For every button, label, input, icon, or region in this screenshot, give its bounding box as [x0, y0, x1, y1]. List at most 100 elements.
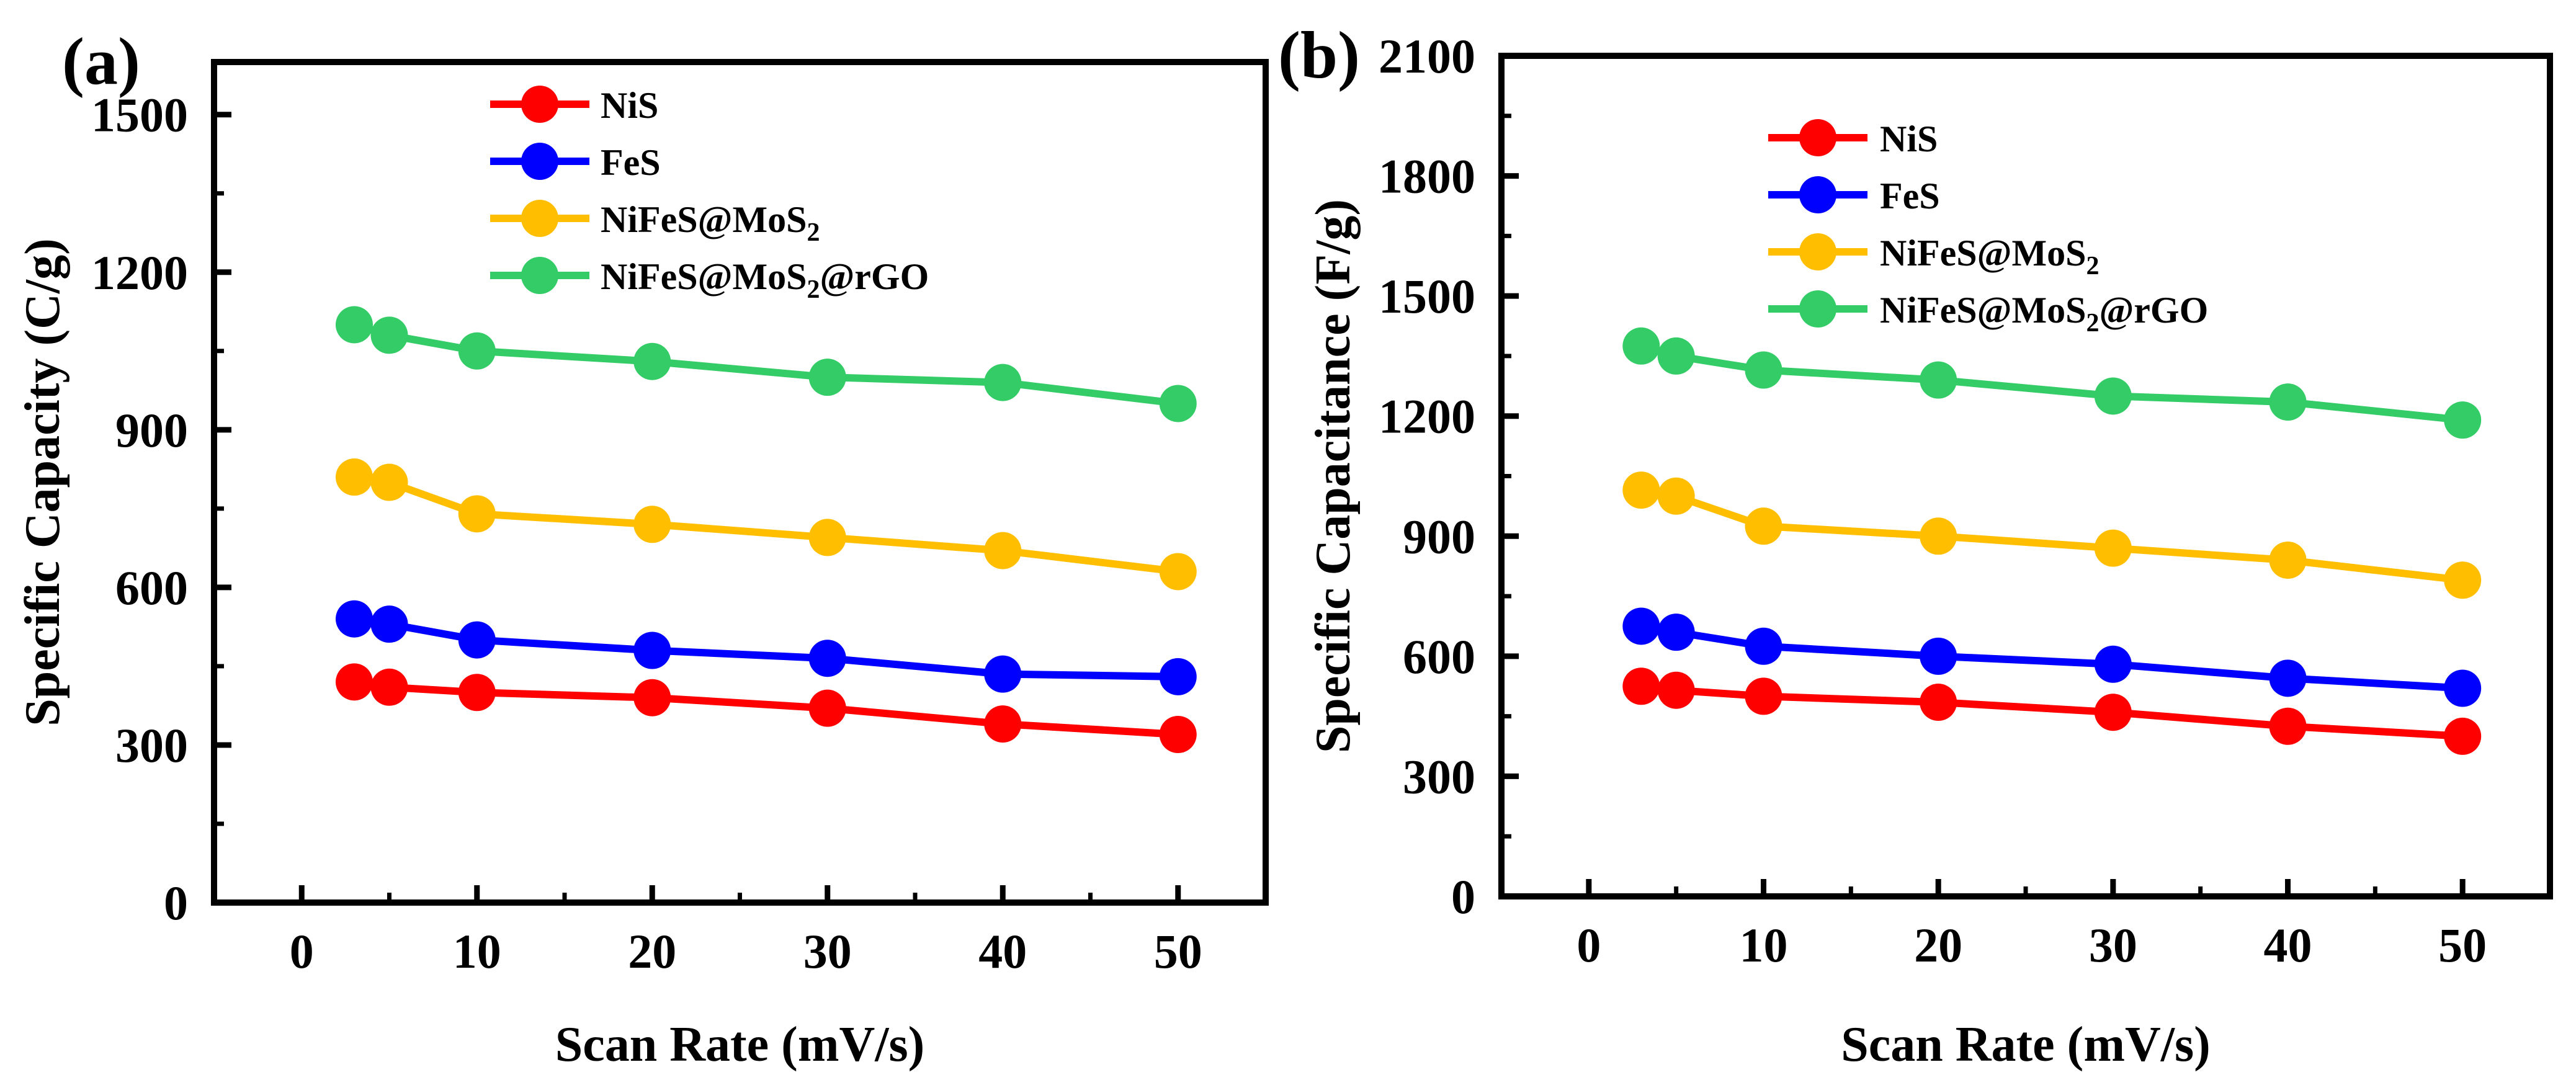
data-point	[1745, 507, 1782, 545]
panel-label: (b)	[1278, 19, 1360, 92]
data-point	[336, 306, 373, 344]
data-point	[1622, 607, 1660, 645]
legend-label-base: NiFeS@MoS	[601, 199, 807, 240]
x-tick-label: 30	[803, 924, 852, 978]
legend-label-base: NiS	[1880, 118, 1938, 159]
legend-marker	[521, 86, 558, 123]
legend-label: NiFeS@MoS2@rGO	[601, 256, 929, 304]
data-point	[2444, 669, 2482, 707]
data-point	[1657, 337, 1695, 375]
series-NiS	[1622, 667, 2482, 755]
x-tick-label: 50	[2438, 918, 2487, 972]
y-tick-label: 0	[164, 876, 188, 930]
data-point	[370, 668, 408, 706]
y-tick-label: 900	[1403, 509, 1475, 563]
data-point	[1622, 327, 1660, 365]
chart-panel-a: 0 300 600 900 1200 1500 0 10 20 30 40 50 Scan Rate (…	[16, 25, 1269, 1072]
data-point	[1920, 684, 1957, 721]
data-point	[1745, 677, 1782, 715]
legend-label-subscript: 2	[2086, 309, 2099, 337]
series-NiFeS@MoS2@rGO	[1622, 327, 2482, 439]
data-point	[370, 463, 408, 501]
data-point	[2269, 383, 2307, 421]
series-NiS	[336, 663, 1197, 753]
y-tick-label: 1500	[1379, 269, 1475, 323]
data-point	[984, 655, 1022, 693]
data-point	[984, 705, 1022, 743]
data-point	[2444, 401, 2482, 439]
y-axis-title: Specific Capacitance (F/g)	[1306, 199, 1361, 753]
legend-label: FeS	[601, 142, 661, 183]
plot-frame	[1498, 53, 2553, 899]
data-point	[633, 506, 671, 543]
legend-label-tail: @rGO	[2099, 290, 2208, 331]
legend-label-subscript: 2	[807, 218, 820, 247]
series-NiFeS@MoS2	[1622, 471, 2482, 599]
x-tick-label: 50	[1154, 924, 1202, 978]
legend-label: NiFeS@MoS2	[1880, 233, 2099, 280]
data-point	[2094, 645, 2132, 683]
panel-label: (a)	[62, 25, 140, 99]
series-FeS	[336, 600, 1197, 695]
data-point	[458, 332, 496, 370]
data-point	[1622, 471, 1660, 509]
data-point	[370, 605, 408, 643]
y-tick-label: 600	[1403, 630, 1475, 684]
data-point	[336, 600, 373, 638]
y-tick-label: 1500	[91, 88, 188, 142]
legend-label-base: NiFeS@MoS	[601, 256, 807, 297]
data-point	[336, 458, 373, 496]
y-tick-label: 1800	[1379, 150, 1475, 203]
legend-marker	[521, 143, 558, 180]
data-point	[1920, 361, 1957, 399]
data-point	[2094, 529, 2132, 567]
data-point	[1159, 385, 1197, 422]
legend-label-subscript: 2	[807, 275, 820, 304]
y-tick-label: 900	[115, 403, 188, 457]
data-point	[1159, 658, 1197, 695]
data-point	[633, 631, 671, 669]
legend-label-base: FeS	[601, 142, 661, 183]
data-point	[2094, 377, 2132, 415]
data-point	[633, 342, 671, 380]
data-point	[808, 640, 846, 677]
data-point	[1657, 477, 1695, 515]
data-point	[984, 364, 1022, 401]
series-NiFeS@MoS2	[336, 458, 1197, 591]
data-point	[458, 674, 496, 712]
x-tick-label: 20	[1914, 918, 1962, 972]
data-point	[984, 532, 1022, 569]
y-tick-label: 300	[115, 718, 188, 772]
legend: NiS FeS NiFeS@MoS2 NiFeS@MoS2@rGO	[1768, 118, 2208, 337]
x-tick-label: 30	[2089, 918, 2137, 972]
data-point	[1920, 517, 1957, 555]
x-axis-title: Scan Rate (mV/s)	[1841, 1017, 2210, 1072]
y-tick-label: 300	[1403, 749, 1475, 803]
legend-label-subscript: 2	[2086, 252, 2099, 280]
x-tick-label: 0	[1576, 918, 1601, 972]
data-point	[1920, 637, 1957, 675]
data-point	[1657, 614, 1695, 651]
data-point	[1622, 667, 1660, 705]
data-point	[2094, 694, 2132, 731]
legend-label-base: FeS	[1880, 176, 1940, 216]
x-axis-title: Scan Rate (mV/s)	[555, 1017, 924, 1072]
series-NiFeS@MoS2@rGO	[336, 306, 1197, 422]
legend-label: NiS	[1880, 118, 1938, 159]
x-tick-label: 10	[453, 924, 501, 978]
data-point	[458, 495, 496, 533]
data-point	[633, 679, 671, 716]
legend-label-base: NiS	[601, 85, 658, 126]
data-point	[808, 689, 846, 727]
data-point	[808, 519, 846, 556]
legend-label: NiFeS@MoS2	[601, 199, 820, 247]
legend-marker	[1799, 233, 1836, 270]
legend-label: NiFeS@MoS2@rGO	[1880, 290, 2208, 337]
x-tick-label: 40	[978, 924, 1027, 978]
y-tick-label: 2100	[1379, 29, 1475, 83]
y-tick-label: 0	[1451, 870, 1475, 924]
x-tick-label: 40	[2264, 918, 2312, 972]
x-tick-label: 10	[1740, 918, 1788, 972]
legend-marker	[1799, 176, 1836, 213]
